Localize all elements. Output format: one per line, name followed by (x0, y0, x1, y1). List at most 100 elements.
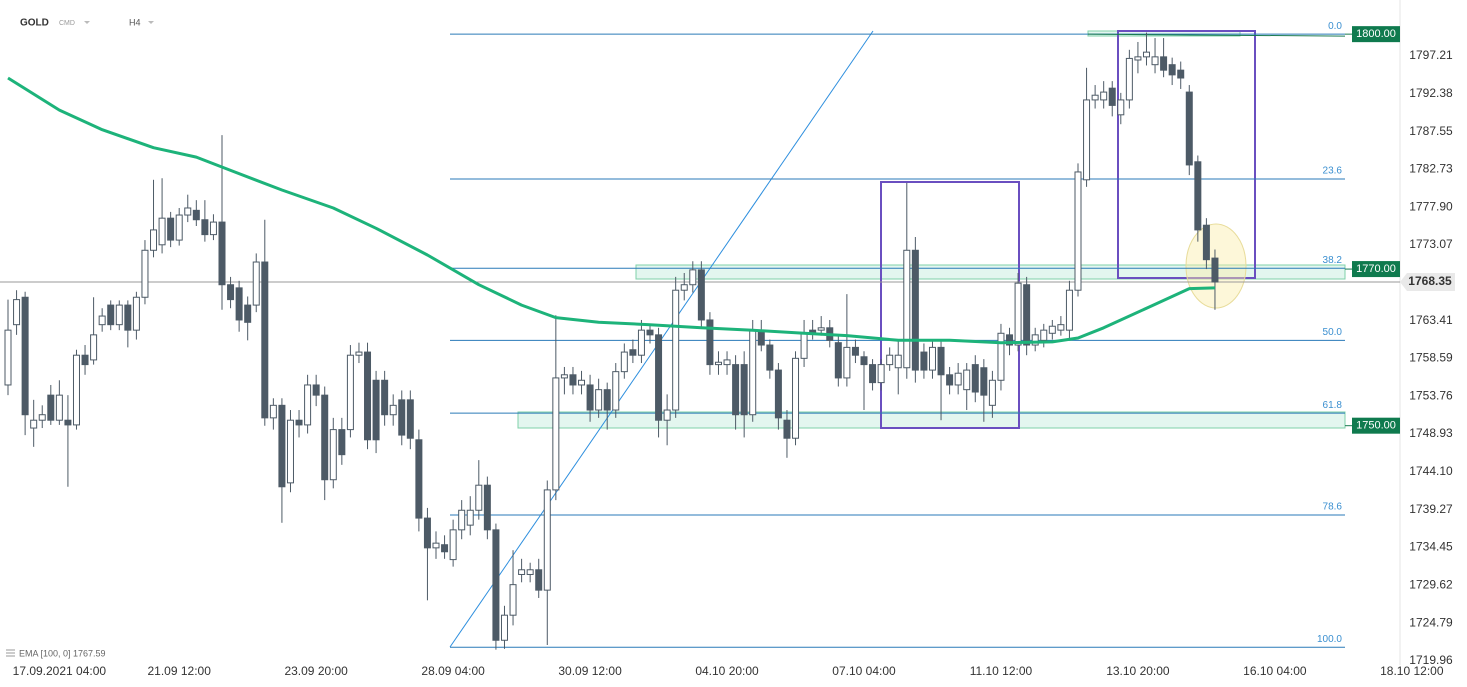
candle-body (55, 394, 63, 421)
y-tick-label: 1739.27 (1409, 502, 1453, 516)
candle-body (851, 346, 859, 356)
candle-body (894, 354, 902, 369)
candle-body (1194, 161, 1202, 231)
candle-body (141, 249, 149, 298)
candle-body (1083, 99, 1091, 181)
candle-body (30, 419, 38, 429)
candle-body (1168, 64, 1176, 76)
candle-body (1177, 69, 1185, 79)
candle-body (47, 394, 55, 421)
y-tick-label: 1782.73 (1409, 162, 1453, 176)
candle-body (364, 351, 372, 441)
candle-body (1040, 329, 1048, 341)
y-tick-label: 1792.38 (1409, 86, 1453, 100)
candle-body (732, 364, 740, 416)
candle-body (1151, 56, 1159, 66)
candle-body (518, 569, 526, 575)
x-tick-label: 16.10 04:00 (1243, 664, 1307, 678)
candle-body (1134, 56, 1142, 61)
candle-body (1211, 257, 1219, 283)
candle-body (740, 364, 748, 416)
candle-body (466, 509, 474, 526)
x-tick-label: 11.10 12:00 (970, 664, 1033, 678)
candle-body (98, 315, 106, 326)
candle-body (1108, 87, 1116, 106)
candle-body (492, 529, 500, 641)
candle-body (150, 229, 158, 251)
candle-body (458, 509, 466, 531)
highlight-box (1117, 30, 1256, 279)
y-tick-label: 1777.90 (1409, 199, 1453, 213)
interval[interactable]: H4 (129, 17, 141, 27)
candle-body (937, 346, 945, 376)
fib-label: 38.2 (1323, 255, 1343, 266)
candle-body (843, 346, 851, 379)
candle-body (817, 327, 825, 331)
candle-body (449, 529, 457, 561)
dropdown-arrow[interactable] (148, 21, 154, 24)
candle-body (757, 329, 765, 346)
fib-label: 0.0 (1328, 21, 1342, 32)
candle-body (920, 351, 928, 371)
candle-body (886, 354, 894, 366)
candle-body (329, 429, 337, 481)
candle-body (321, 394, 329, 481)
candle-body (672, 289, 680, 411)
candle-body (1057, 324, 1065, 331)
price-level-label: 1770.00 (1356, 263, 1396, 275)
y-tick-label: 1797.21 (1409, 48, 1453, 62)
candle-body (252, 261, 260, 306)
candle-body (132, 296, 140, 331)
candle-body (526, 569, 534, 575)
candle-body (1014, 282, 1022, 346)
candle-body (372, 379, 380, 441)
candle-body (184, 207, 192, 216)
candle-body (406, 399, 414, 439)
candle-body (483, 484, 491, 531)
candle-body (235, 287, 243, 321)
candle-body (415, 439, 423, 519)
candle-body (963, 369, 971, 391)
candle-body (903, 249, 911, 369)
candle-body (4, 329, 12, 386)
dropdown-arrow[interactable] (84, 21, 90, 24)
price-level-label: 1750.00 (1356, 420, 1396, 432)
candle-body (1065, 289, 1073, 331)
candle-body (304, 384, 312, 426)
candle-body (115, 304, 123, 326)
y-tick-label: 1729.62 (1409, 577, 1453, 591)
candle-body (278, 404, 286, 488)
candle-body (381, 379, 389, 416)
x-tick-label: 04.10 20:00 (695, 664, 759, 678)
candle-body (38, 414, 46, 421)
candle-body (244, 304, 252, 323)
candle-body (1100, 91, 1108, 101)
candle-body (269, 404, 277, 419)
candle-body (723, 359, 731, 366)
candle-body (766, 344, 774, 371)
candle-body (158, 217, 166, 246)
candle-body (877, 364, 885, 384)
candle-body (1117, 99, 1125, 116)
candle-body (475, 484, 483, 511)
candle-body (398, 399, 406, 436)
candle-body (1048, 325, 1056, 334)
candle-body (1160, 56, 1168, 71)
y-tick-label: 1734.45 (1409, 540, 1453, 554)
x-tick-label: 21.09 12:00 (147, 664, 211, 678)
candle-body (64, 419, 72, 426)
x-tick-label: 17.09.2021 04:00 (13, 664, 107, 678)
x-tick-label: 28.09 04:00 (421, 664, 485, 678)
fib-label: 23.6 (1323, 166, 1343, 177)
price-level-label: 1800.00 (1356, 28, 1396, 40)
x-tick-label: 13.10 20:00 (1106, 664, 1170, 678)
candle-body (792, 357, 800, 439)
y-tick-label: 1744.10 (1409, 464, 1453, 478)
candle-body (860, 356, 868, 366)
candle-body (218, 221, 226, 286)
ema-label: EMA [100, 0] 1767.59 (19, 648, 106, 658)
x-tick-label: 30.09 12:00 (558, 664, 622, 678)
x-tick-label: 07.10 04:00 (832, 664, 896, 678)
y-tick-label: 1748.93 (1409, 426, 1453, 440)
